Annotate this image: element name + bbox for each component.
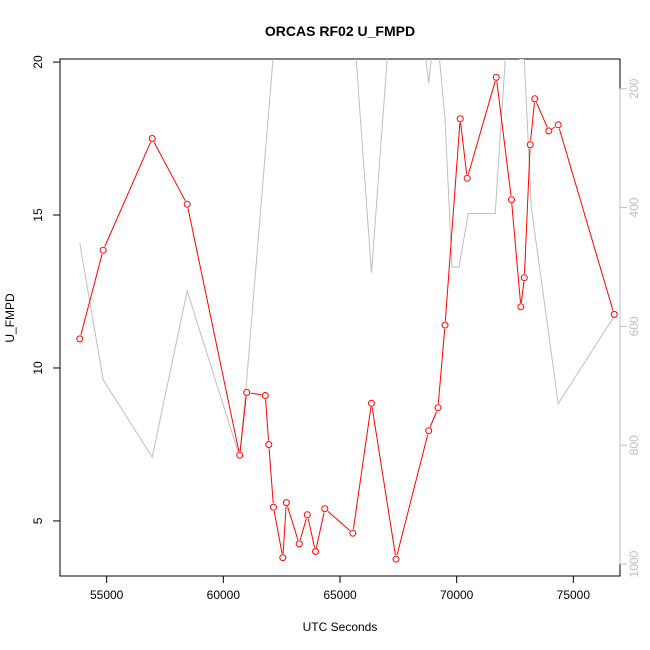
x-tick-label: 65000 <box>323 588 357 602</box>
red-series-segment <box>535 102 548 128</box>
data-point <box>279 554 287 562</box>
x-tick-label: 55000 <box>90 588 124 602</box>
data-point <box>526 141 534 149</box>
red-series-segment <box>396 434 429 556</box>
red-series-segment <box>239 396 247 452</box>
data-point <box>520 274 528 282</box>
series-red-line <box>80 81 614 556</box>
red-series-segment <box>287 506 299 541</box>
series-gray-line <box>79 59 616 459</box>
red-series-segment <box>467 81 496 175</box>
red-series-segment <box>460 122 468 175</box>
red-series-segment <box>327 510 351 531</box>
data-point <box>312 548 319 555</box>
y2-tick-label: 800 <box>627 435 641 455</box>
data-point <box>463 174 471 182</box>
y-axis-right: 200 400 600 800 1000 <box>619 78 641 577</box>
red-series-segment <box>153 141 186 202</box>
red-series-segment <box>551 126 556 130</box>
data-point <box>434 404 442 412</box>
data-point <box>321 505 329 513</box>
red-series-segment <box>250 392 262 396</box>
y2-tick-label: 1000 <box>627 550 641 577</box>
red-series-segment <box>307 518 316 548</box>
data-point <box>261 392 269 399</box>
red-series-segment <box>104 141 152 247</box>
data-point <box>148 135 156 142</box>
x-tick-label: 70000 <box>440 588 474 602</box>
y-tick-label: 5 <box>31 517 45 524</box>
y2-tick-label: 400 <box>627 197 641 217</box>
data-point <box>76 335 84 343</box>
red-series-segment <box>299 518 307 541</box>
red-series-segment <box>530 102 535 141</box>
red-series-segment <box>520 281 525 303</box>
data-point <box>265 441 273 448</box>
data-point <box>508 196 515 204</box>
data-point <box>303 511 311 519</box>
series-red-markers <box>76 73 618 563</box>
red-series-segment <box>80 253 103 336</box>
red-series-segment <box>352 407 372 530</box>
data-point <box>425 427 433 435</box>
data-point <box>295 540 303 548</box>
data-point <box>441 321 449 329</box>
red-series-segment <box>429 411 437 428</box>
data-point <box>183 200 191 208</box>
data-point <box>243 388 251 396</box>
data-point <box>368 399 375 407</box>
x-axis-label: UTC Seconds <box>303 620 378 634</box>
plot-frame <box>59 58 621 577</box>
y-axis-left: 5 10 15 20 <box>31 55 61 524</box>
red-series-segment <box>265 399 269 441</box>
data-point <box>99 246 107 254</box>
red-series-segment <box>511 203 521 303</box>
red-series-segment <box>282 506 287 554</box>
data-point <box>236 451 244 459</box>
red-series-segment <box>315 512 325 548</box>
data-point <box>610 310 618 318</box>
red-series-segment <box>273 511 283 554</box>
red-series-segment <box>187 208 240 452</box>
data-point <box>554 121 562 129</box>
y2-tick-label: 600 <box>627 316 641 336</box>
red-series-segment <box>524 148 531 274</box>
data-point <box>531 95 539 103</box>
y-tick-label: 10 <box>31 361 45 375</box>
x-tick-label: 60000 <box>207 588 241 602</box>
red-series-segment <box>496 81 512 196</box>
data-point <box>545 127 553 135</box>
red-series-segment <box>558 128 614 311</box>
y-axis-label: U_FMPD <box>3 293 17 343</box>
data-point <box>456 115 464 123</box>
y-tick-label: 20 <box>31 55 45 69</box>
gray-series-line <box>79 59 616 459</box>
red-series-segment <box>268 448 274 504</box>
data-point <box>349 529 357 537</box>
red-series-segment <box>444 122 461 322</box>
x-axis: 55000 60000 65000 70000 75000 <box>90 575 591 602</box>
data-point <box>270 503 277 511</box>
data-point <box>282 499 290 507</box>
x-tick-label: 75000 <box>557 588 591 602</box>
y-tick-label: 15 <box>31 208 45 222</box>
red-series-segment <box>371 407 396 556</box>
data-point <box>392 555 400 563</box>
red-series-segment <box>437 329 446 404</box>
data-point <box>517 303 525 311</box>
y2-tick-label: 200 <box>627 78 641 98</box>
data-point <box>492 73 500 81</box>
chart-title: ORCAS RF02 U_FMPD <box>265 23 415 39</box>
